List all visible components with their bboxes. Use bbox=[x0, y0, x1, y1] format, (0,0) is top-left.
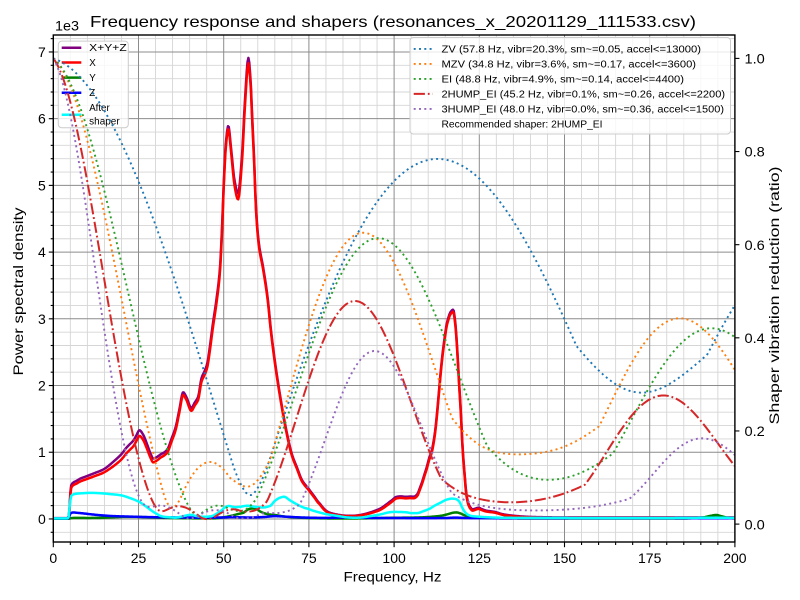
svg-text:1: 1 bbox=[38, 444, 46, 460]
svg-text:X+Y+Z: X+Y+Z bbox=[89, 43, 127, 54]
svg-text:Frequency response and shapers: Frequency response and shapers (resonanc… bbox=[90, 14, 696, 31]
svg-text:3HUMP_EI (48.0 Hz, vibr=0.0%,: 3HUMP_EI (48.0 Hz, vibr=0.0%, sm~=0.36, … bbox=[442, 104, 725, 115]
svg-text:3: 3 bbox=[38, 311, 46, 327]
svg-text:25: 25 bbox=[131, 550, 147, 566]
svg-text:0.4: 0.4 bbox=[745, 330, 766, 346]
svg-text:6: 6 bbox=[38, 111, 46, 127]
svg-text:0.8: 0.8 bbox=[745, 144, 766, 160]
svg-text:1e3: 1e3 bbox=[55, 18, 79, 34]
svg-text:4: 4 bbox=[38, 244, 46, 260]
svg-text:Shaper vibration reduction (ra: Shaper vibration reduction (ratio) bbox=[766, 167, 782, 425]
svg-text:2: 2 bbox=[38, 378, 46, 394]
svg-text:100: 100 bbox=[382, 550, 406, 566]
svg-text:X: X bbox=[89, 58, 96, 69]
svg-text:0.6: 0.6 bbox=[745, 237, 766, 253]
svg-text:0.0: 0.0 bbox=[745, 516, 766, 532]
svg-text:1.0: 1.0 bbox=[745, 51, 766, 67]
svg-text:Power spectral density: Power spectral density bbox=[10, 208, 26, 376]
svg-text:0.2: 0.2 bbox=[745, 423, 766, 439]
svg-text:50: 50 bbox=[216, 550, 232, 566]
svg-text:150: 150 bbox=[553, 550, 577, 566]
svg-text:7: 7 bbox=[38, 44, 46, 60]
svg-text:75: 75 bbox=[301, 550, 317, 566]
svg-text:Recommended shaper: 2HUMP_EI: Recommended shaper: 2HUMP_EI bbox=[442, 119, 603, 130]
svg-text:EI (48.8 Hz, vibr=4.9%, sm~=0.: EI (48.8 Hz, vibr=4.9%, sm~=0.14, accel<… bbox=[442, 74, 685, 85]
svg-text:After: After bbox=[89, 103, 110, 114]
svg-text:ZV (57.8 Hz, vibr=20.3%, sm~=0: ZV (57.8 Hz, vibr=20.3%, sm~=0.05, accel… bbox=[442, 44, 702, 55]
svg-text:175: 175 bbox=[638, 550, 662, 566]
svg-text:5: 5 bbox=[38, 177, 46, 193]
svg-text:Frequency, Hz: Frequency, Hz bbox=[344, 569, 442, 585]
svg-text:125: 125 bbox=[468, 550, 492, 566]
svg-text:shaper: shaper bbox=[89, 116, 120, 127]
svg-text:Y: Y bbox=[89, 73, 96, 84]
svg-text:MZV (34.8 Hz, vibr=3.6%, sm~=0: MZV (34.8 Hz, vibr=3.6%, sm~=0.17, accel… bbox=[442, 59, 697, 70]
svg-text:0: 0 bbox=[49, 550, 57, 566]
svg-text:0: 0 bbox=[38, 511, 46, 527]
svg-text:Z: Z bbox=[89, 88, 95, 99]
svg-text:2HUMP_EI (45.2 Hz, vibr=0.1%,: 2HUMP_EI (45.2 Hz, vibr=0.1%, sm~=0.26, … bbox=[442, 89, 726, 100]
svg-text:200: 200 bbox=[723, 550, 747, 566]
